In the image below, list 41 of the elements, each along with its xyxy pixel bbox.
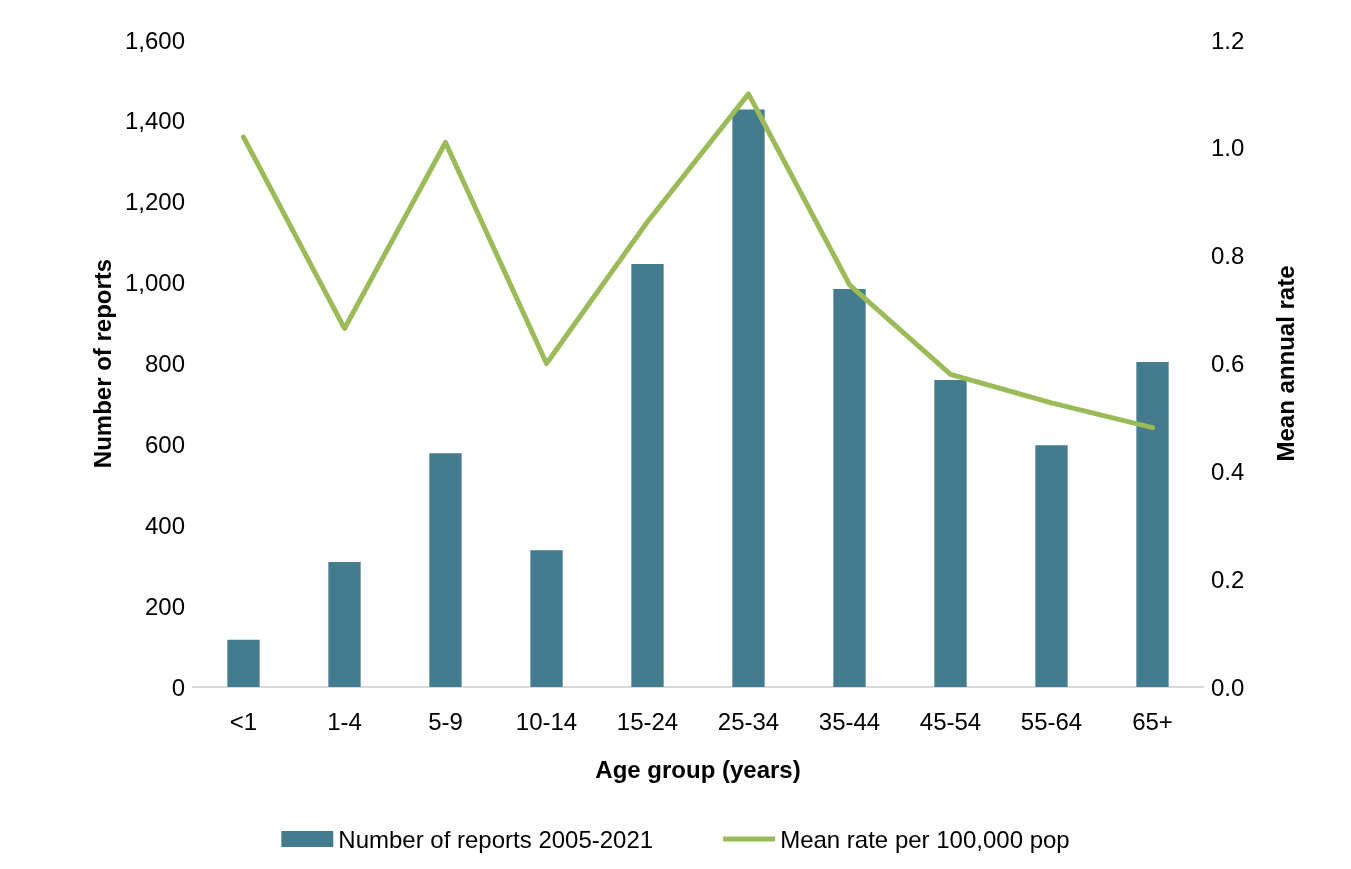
x-tick-label: 55-64 — [1020, 707, 1083, 735]
y-tick-label: 200 — [144, 592, 185, 620]
y-tick-label: 400 — [144, 511, 185, 539]
x-axis-title: Age group (years) — [595, 755, 801, 783]
bar — [1035, 445, 1068, 687]
y2-axis-title: Mean annual rate — [1271, 265, 1299, 462]
x-tick-label: 5-9 — [428, 707, 463, 735]
bar — [530, 550, 563, 687]
bar — [934, 380, 967, 687]
legend-label: Number of reports 2005-2021 — [338, 825, 654, 853]
y2-tick-label: 0.0 — [1211, 673, 1245, 701]
x-tick-label: 1-4 — [327, 707, 362, 735]
x-tick-label: <1 — [229, 707, 258, 735]
x-tick-label: 25-34 — [717, 707, 780, 735]
y-tick-label: 600 — [144, 430, 185, 458]
y-axis-title: Number of reports — [88, 258, 116, 469]
y-tick-label: 1,400 — [124, 107, 185, 135]
y2-tick-label: 0.6 — [1211, 350, 1245, 377]
bar — [227, 639, 260, 687]
y-tick-label: 1,600 — [124, 26, 185, 54]
x-tick-label: 35-44 — [818, 707, 881, 735]
bar — [328, 562, 361, 687]
x-tick-label: 65+ — [1132, 707, 1173, 735]
y2-tick-label: 1.2 — [1211, 26, 1245, 54]
y-tick-label: 800 — [144, 350, 185, 377]
bar — [1136, 361, 1169, 687]
y2-tick-label: 1.0 — [1211, 134, 1245, 162]
y2-tick-label: 0.2 — [1211, 565, 1245, 593]
bar — [631, 264, 664, 687]
y-tick-label: 1,000 — [124, 269, 185, 297]
bar — [732, 109, 765, 687]
x-tick-label: 45-54 — [919, 707, 982, 735]
x-tick-label: 15-24 — [616, 707, 679, 735]
legend-label: Mean rate per 100,000 pop — [780, 825, 1070, 853]
bar — [429, 453, 462, 687]
y2-tick-label: 0.4 — [1211, 457, 1245, 485]
x-tick-label: 10-14 — [515, 707, 578, 735]
bar — [833, 289, 866, 687]
y2-tick-label: 0.8 — [1211, 242, 1245, 270]
y-tick-label: 0 — [171, 673, 185, 701]
y-tick-label: 1,200 — [124, 188, 185, 216]
